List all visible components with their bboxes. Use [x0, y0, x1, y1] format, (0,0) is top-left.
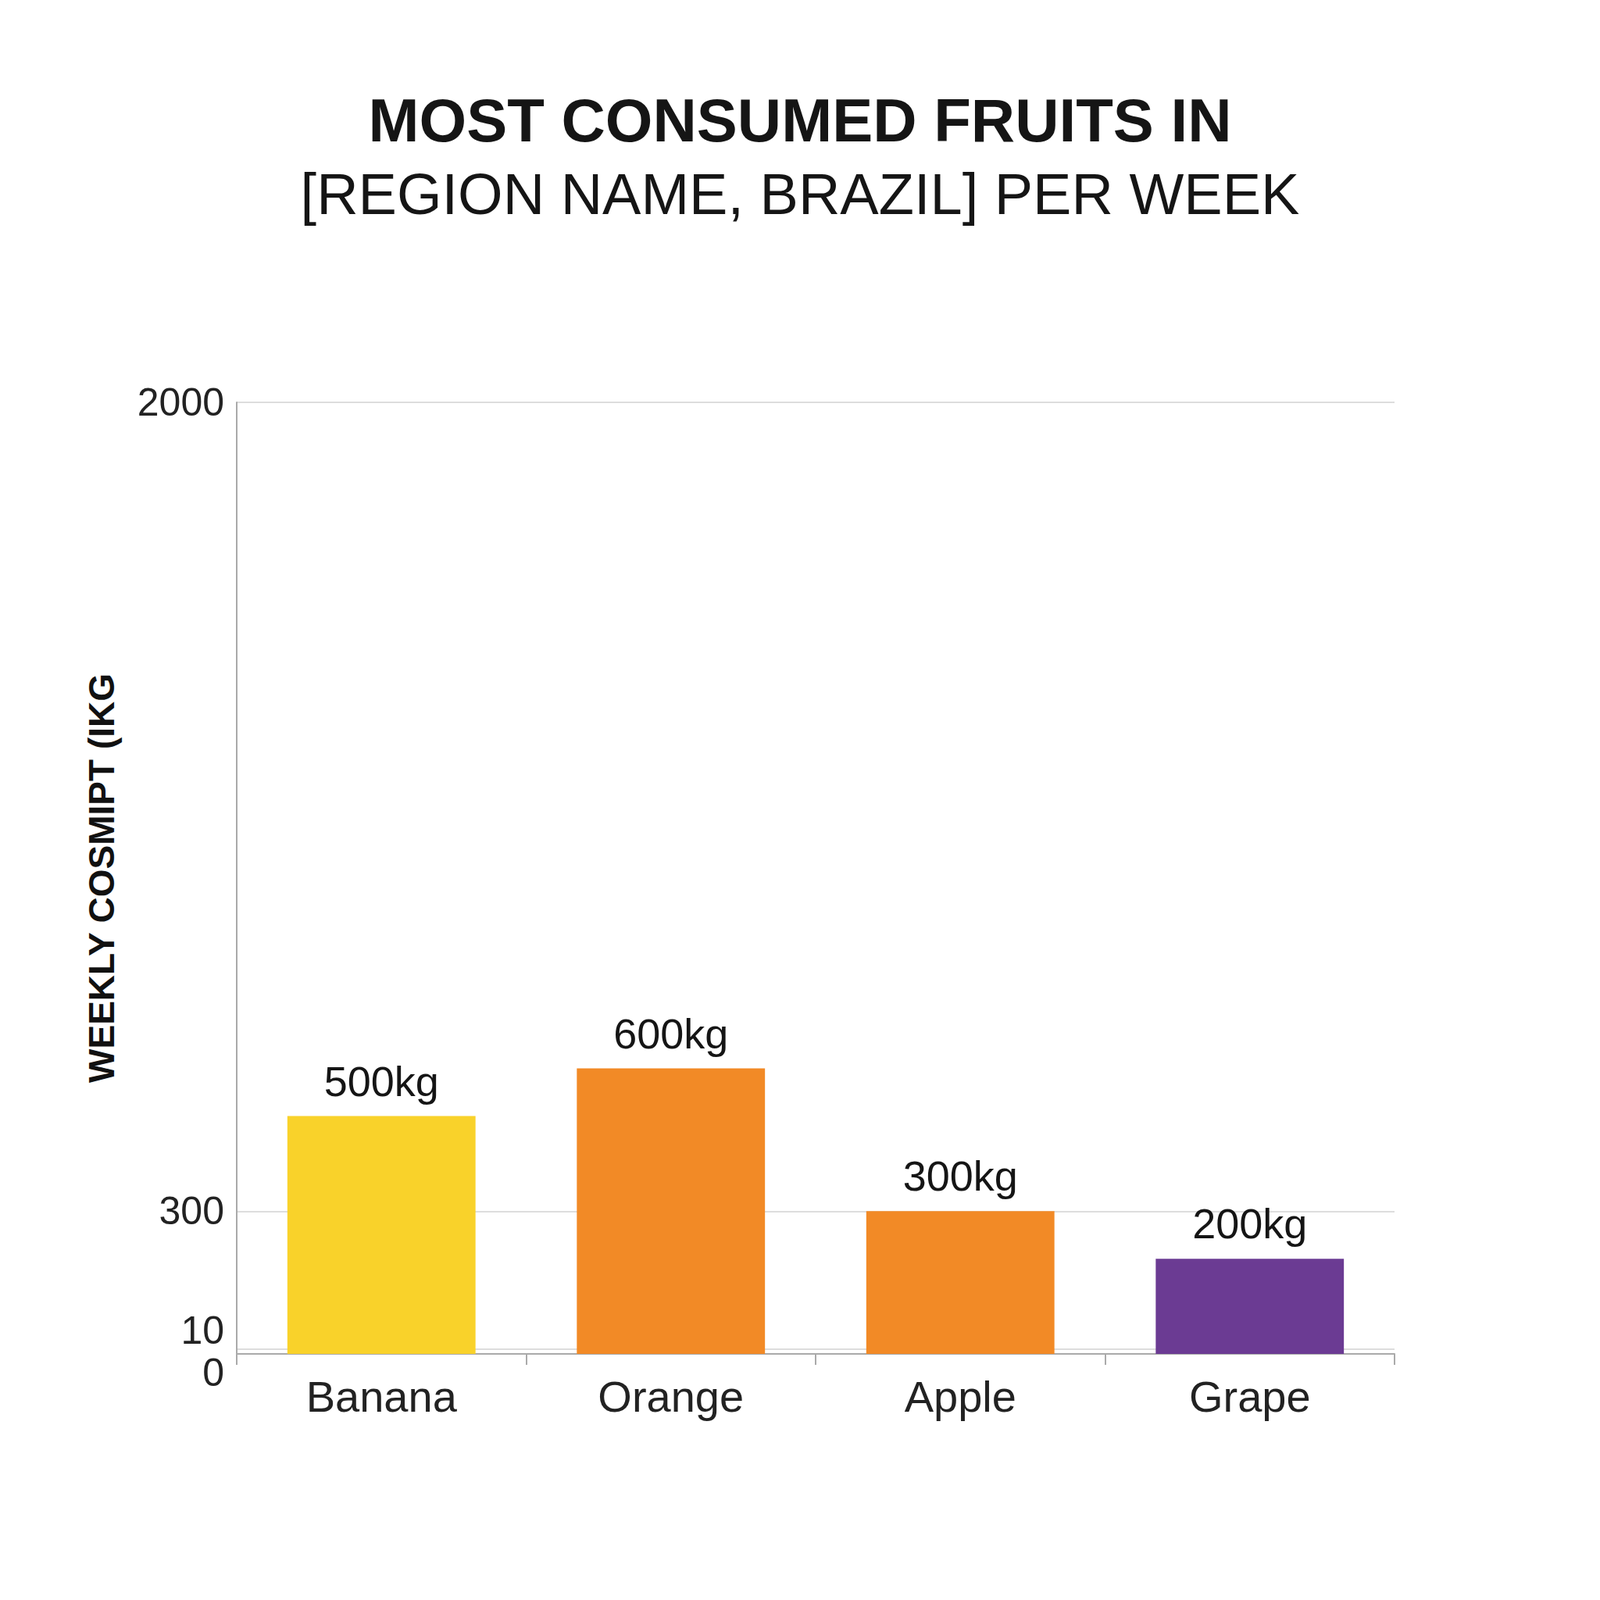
svg-text:Orange: Orange: [597, 1371, 744, 1422]
svg-text:Grape: Grape: [1189, 1371, 1311, 1422]
svg-text:Banana: Banana: [306, 1371, 458, 1422]
svg-text:300kg: 300kg: [903, 1152, 1018, 1200]
svg-text:300: 300: [159, 1189, 225, 1233]
svg-text:500kg: 500kg: [324, 1057, 440, 1105]
svg-text:Apple: Apple: [904, 1371, 1017, 1422]
svg-text:MOST CONSUMED FRUITS IN: MOST CONSUMED FRUITS IN: [368, 85, 1233, 155]
svg-text:600kg: 600kg: [613, 1010, 729, 1058]
svg-text:[REGION NAME, BRAZIL] PER WEEK: [REGION NAME, BRAZIL] PER WEEK: [300, 161, 1300, 227]
svg-text:200kg: 200kg: [1192, 1200, 1308, 1247]
svg-text:10: 10: [180, 1308, 225, 1353]
svg-text:0: 0: [202, 1350, 225, 1395]
svg-text:2000: 2000: [137, 380, 225, 425]
svg-text:WEEKLY COSMIPT (IKG: WEEKLY COSMIPT (IKG: [81, 673, 122, 1083]
